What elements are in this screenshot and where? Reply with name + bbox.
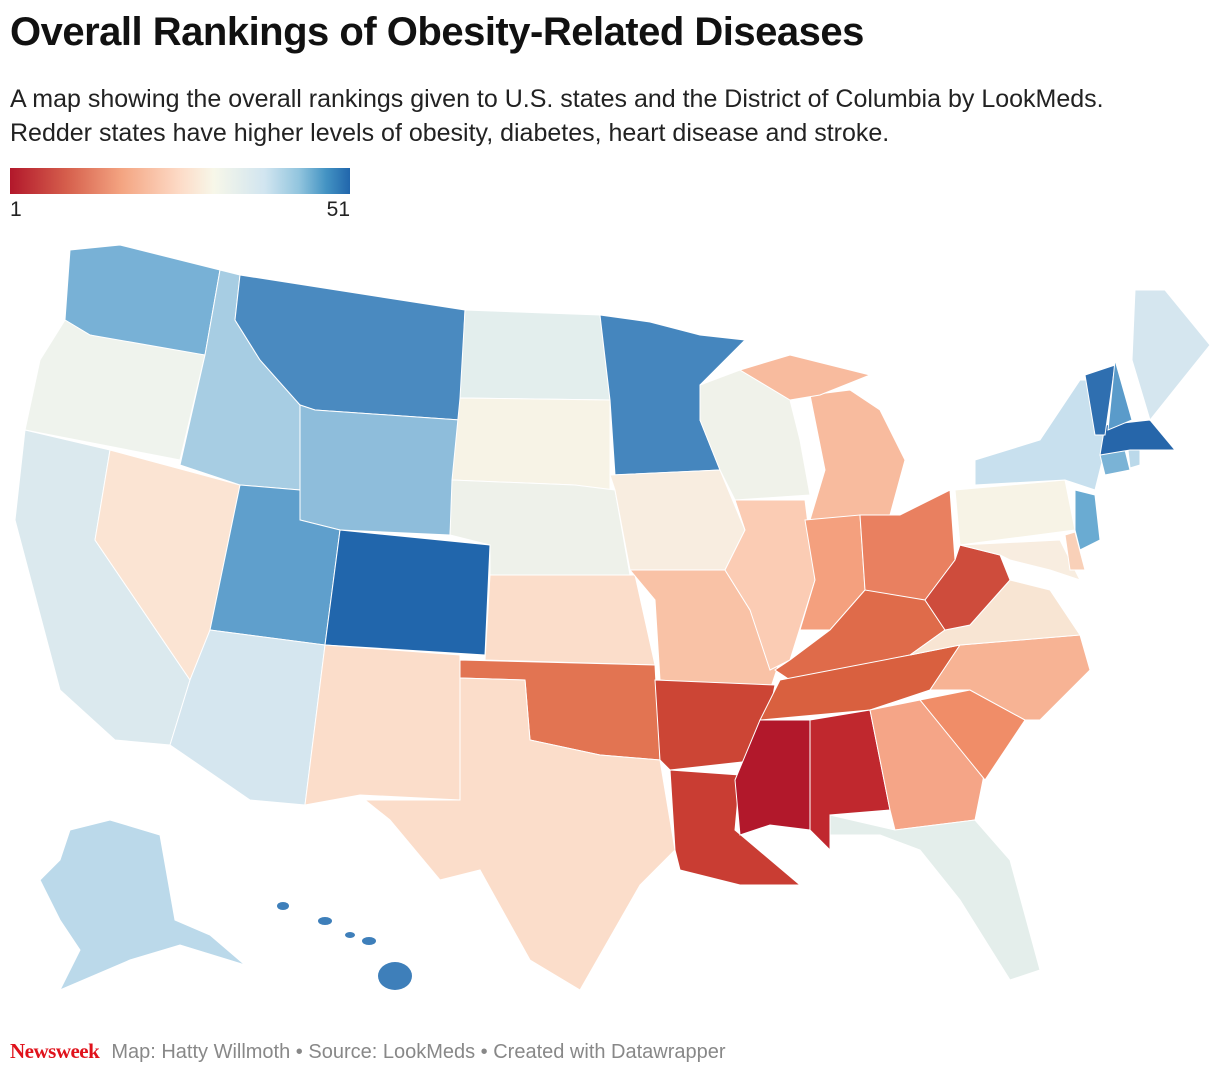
state-fl[interactable] [829, 814, 1041, 981]
state-de[interactable] [1064, 531, 1086, 571]
state-ma[interactable] [1099, 419, 1177, 456]
state-hi[interactable] [277, 902, 289, 910]
state-ny[interactable] [974, 379, 1106, 491]
page-title: Overall Rankings of Obesity-Related Dise… [10, 10, 864, 54]
state-me[interactable] [1131, 289, 1211, 422]
state-md[interactable] [959, 539, 1081, 581]
state-ar[interactable] [654, 679, 776, 771]
state-mi[interactable] [738, 354, 872, 401]
state-wy[interactable] [299, 404, 461, 536]
state-nj[interactable] [1074, 489, 1101, 551]
newsweek-logo[interactable]: Newsweek [10, 1039, 100, 1063]
state-ri[interactable] [1127, 449, 1141, 469]
legend-min: 1 [10, 198, 22, 221]
credit-text: Map: Hatty Willmoth • Source: LookMeds •… [111, 1041, 726, 1063]
legend-max: 51 [326, 198, 350, 221]
state-or[interactable] [24, 319, 206, 461]
state-hi[interactable] [345, 932, 355, 938]
state-pa[interactable] [954, 479, 1076, 546]
state-mi[interactable] [809, 389, 906, 521]
state-nd[interactable] [459, 309, 611, 401]
state-hi[interactable] [378, 962, 412, 990]
state-co[interactable] [324, 529, 491, 656]
footer: Newsweek Map: Hatty Willmoth • Source: L… [10, 1039, 726, 1064]
state-hi[interactable] [318, 917, 332, 925]
state-tx[interactable] [363, 677, 676, 991]
state-sd[interactable] [451, 397, 611, 496]
state-vt[interactable] [1084, 364, 1116, 436]
state-ia[interactable] [609, 469, 746, 571]
state-nm[interactable] [304, 644, 461, 806]
state-wv[interactable] [924, 544, 1011, 631]
state-nh[interactable] [1107, 359, 1133, 431]
color-legend: 1 51 [10, 168, 350, 222]
state-hi[interactable] [362, 937, 376, 945]
subtitle: A map showing the overall rankings given… [10, 85, 1104, 147]
state-ks[interactable] [484, 574, 656, 666]
state-ak[interactable] [39, 819, 246, 991]
legend-gradient [10, 168, 350, 194]
